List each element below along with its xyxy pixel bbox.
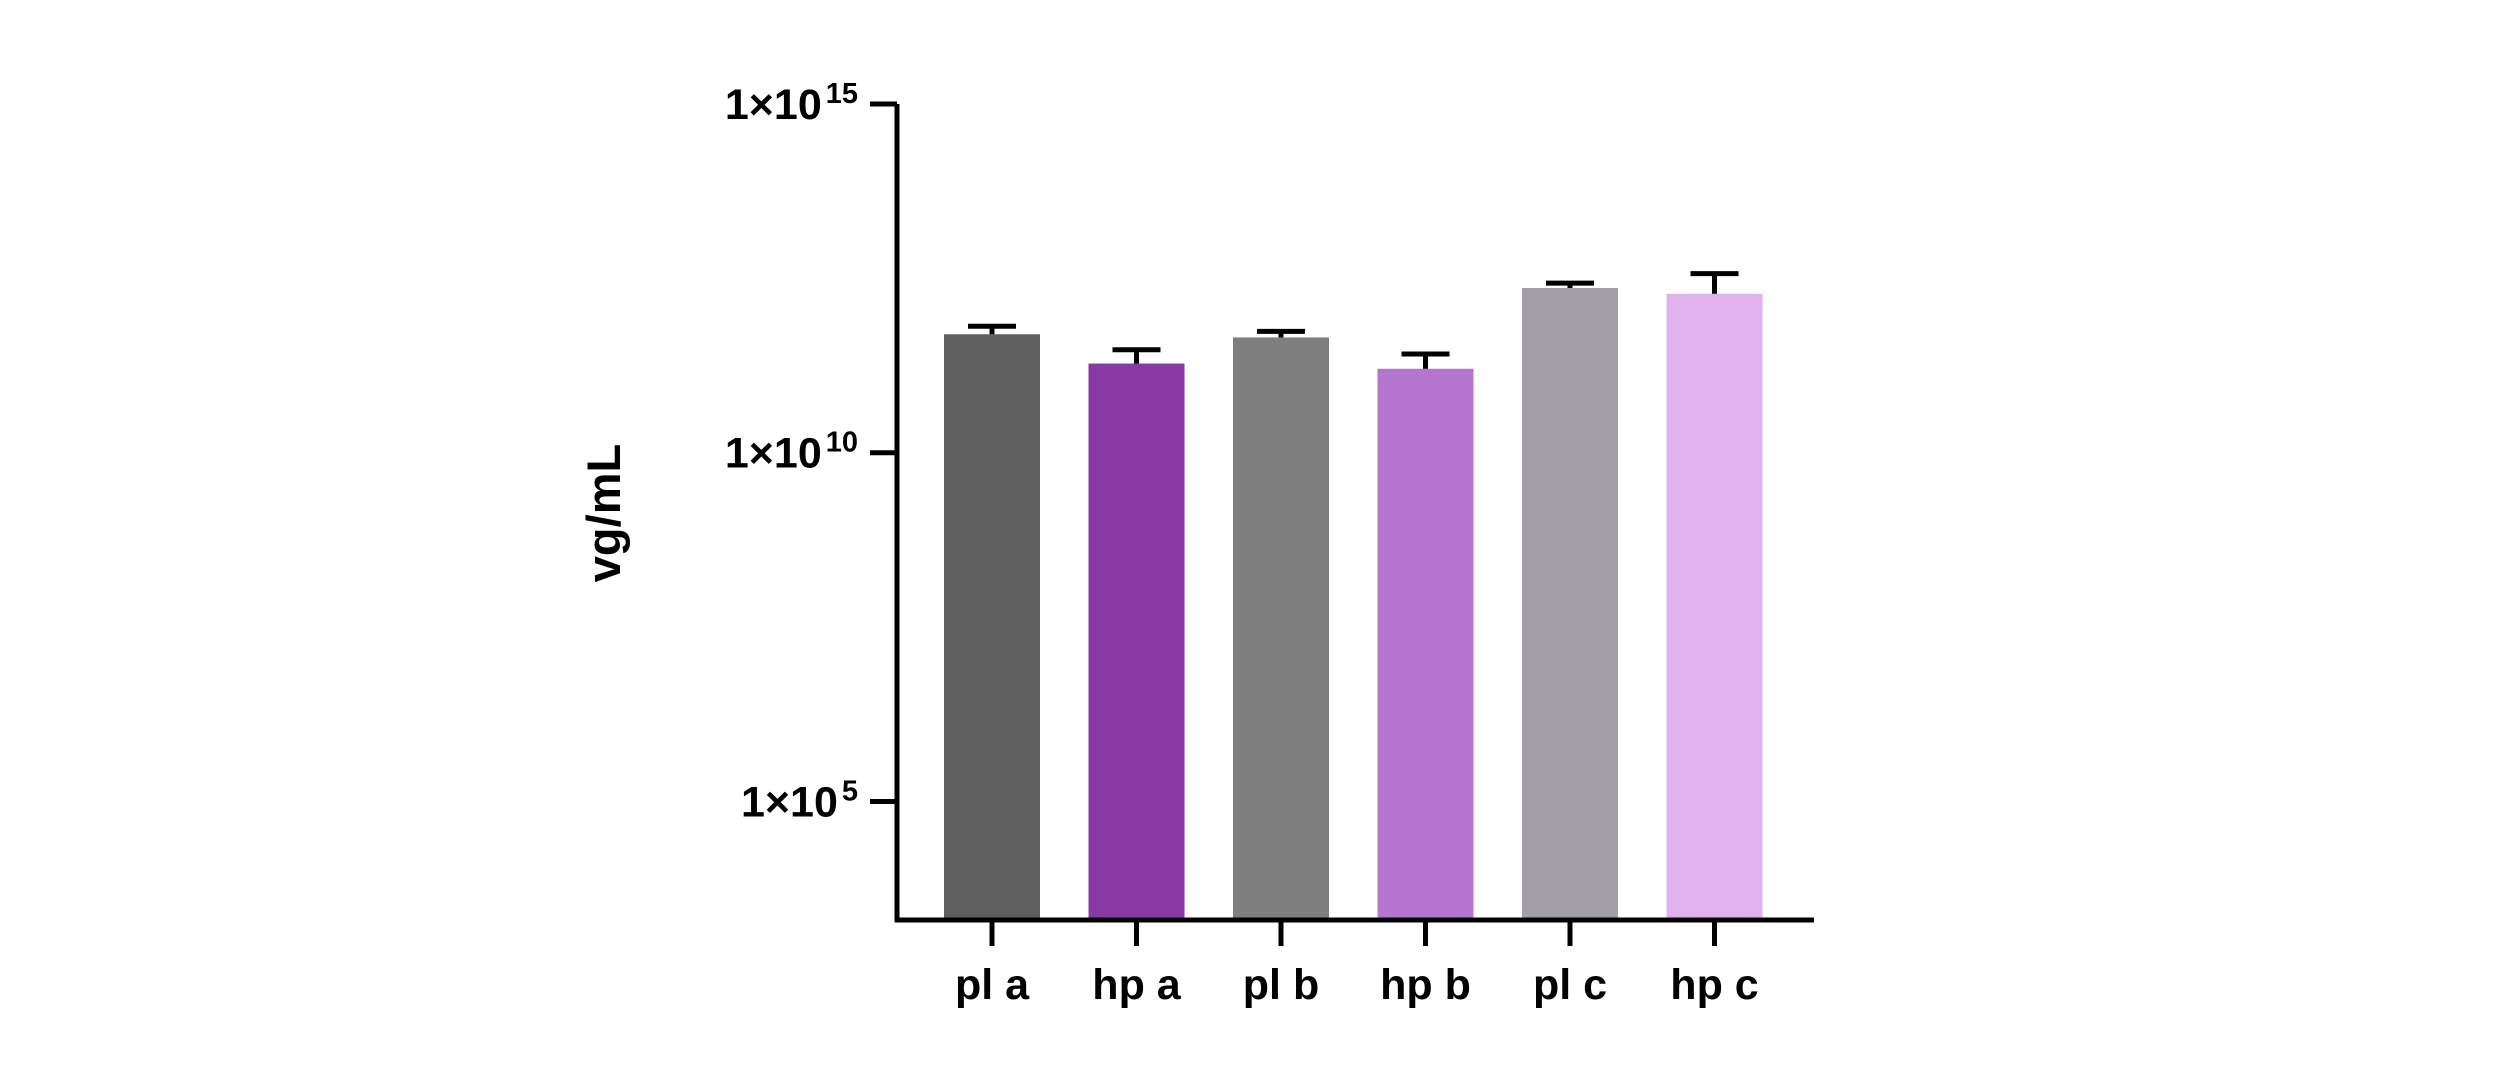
- y-axis-title: vg/mL: [577, 444, 630, 582]
- bars: [944, 288, 1763, 921]
- x-tick-label: pl a: [955, 961, 1030, 1009]
- x-tick-label: pl c: [1533, 961, 1607, 1009]
- bar-hp-b: [1377, 368, 1474, 920]
- y-tick-label: 1×10 15: [725, 78, 858, 129]
- y-ticks: 1×10 5 1×10 10 1×10 15: [725, 78, 897, 826]
- x-ticks: pl a hp a pl b hp b pl c hp c: [955, 920, 1759, 1009]
- bar-hp-a: [1088, 363, 1185, 921]
- x-tick-label: hp a: [1092, 961, 1181, 1009]
- axes: [894, 104, 1814, 923]
- x-tick-label: pl b: [1243, 961, 1319, 1009]
- bar-pl-b: [1233, 337, 1329, 921]
- x-tick-label: hp b: [1380, 961, 1471, 1009]
- error-bars: [968, 271, 1739, 369]
- x-tick-label: hp c: [1670, 961, 1758, 1009]
- y-tick-label: 1×10 5: [741, 775, 858, 826]
- bar-pl-a: [944, 334, 1040, 920]
- bar-hp-c: [1666, 293, 1763, 920]
- y-tick-label: 1×10 10: [725, 427, 858, 478]
- bar-pl-c: [1522, 288, 1618, 920]
